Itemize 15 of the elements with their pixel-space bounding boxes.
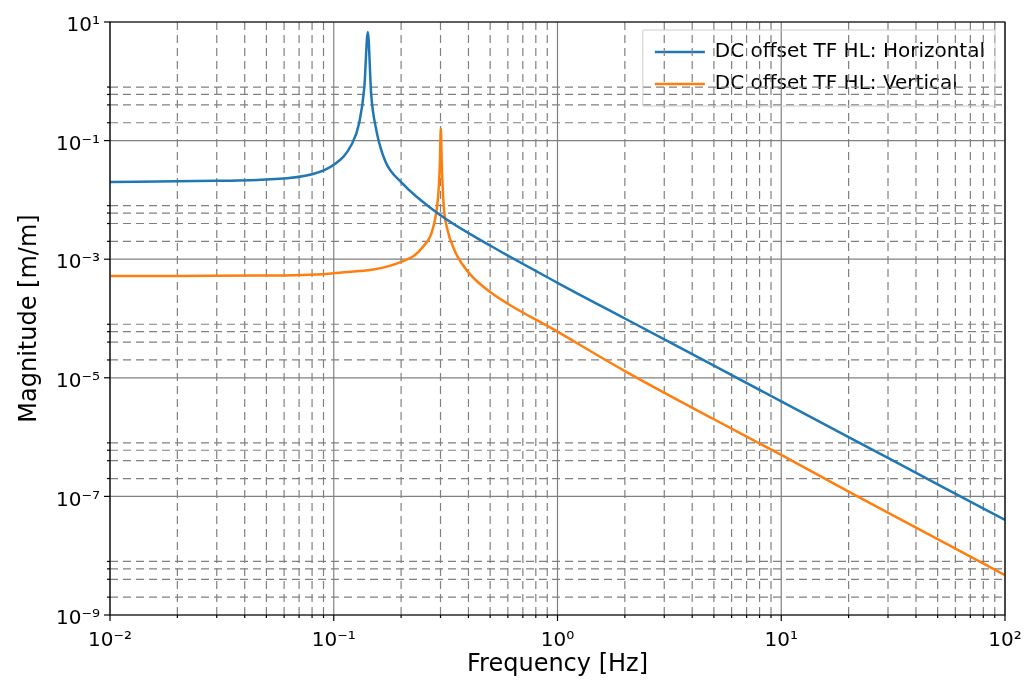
y-tick-label: 10⁻⁹ — [55, 605, 101, 630]
y-tick-label: 10⁻¹ — [55, 130, 101, 155]
x-tick-label: 10⁻² — [87, 627, 133, 652]
legend-label: DC offset TF HL: Horizontal — [714, 38, 985, 63]
y-axis-title: Magnitude [m/m] — [14, 214, 43, 423]
x-tick-label: 10⁰ — [540, 627, 575, 652]
legend-label: DC offset TF HL: Vertical — [714, 70, 958, 95]
y-tick-label: 10⁻⁵ — [55, 368, 101, 392]
x-tick-label: 10⁻¹ — [311, 627, 356, 652]
x-tick-label: 10¹ — [764, 627, 798, 652]
y-tick-label: 10¹ — [66, 12, 100, 37]
x-tick-label: 10² — [988, 627, 1022, 652]
x-axis-title: Frequency [Hz] — [467, 649, 648, 678]
y-tick-label: 10⁻³ — [55, 249, 101, 274]
y-tick-label: 10⁻⁷ — [55, 486, 101, 511]
